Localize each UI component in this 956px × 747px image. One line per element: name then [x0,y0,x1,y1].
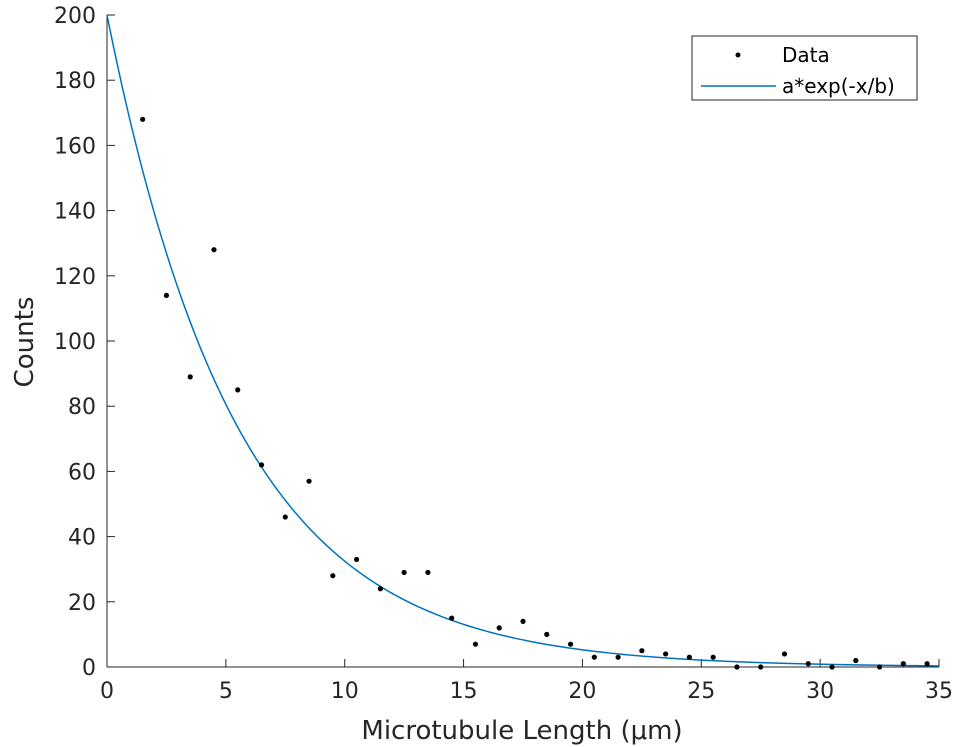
fit-curve-layer [106,14,940,667]
data-point [710,654,716,660]
data-point [377,586,383,592]
data-point [211,247,217,253]
data-point [258,462,265,468]
x-tick-label: 30 [806,679,834,704]
data-point [591,654,597,660]
legend-box [691,35,918,101]
y-tick-label: 180 [54,69,96,94]
data-point [615,654,621,660]
data-point [140,116,146,122]
data-point [187,374,193,380]
data-point [734,664,740,670]
y-tick-label: 120 [54,265,96,290]
data-points-layer [140,116,930,670]
data-point [805,661,811,667]
x-tick-label: 15 [450,679,478,704]
y-tick-label: 100 [54,330,96,355]
y-tick-label: 80 [68,395,96,420]
data-point [663,651,669,657]
y-axis-label: Counts [10,297,40,388]
y-tick-label: 140 [54,200,96,225]
y-tick-label: 160 [54,134,96,159]
axes: 0 5 10 15 20 25 30 35 0 20 40 60 80 100 120 140 160 180 20… [54,4,953,704]
data-point [520,618,526,624]
data-point [639,648,645,654]
data-point [472,641,479,647]
legend-marker-data [735,52,741,58]
legend-label-fit: a*exp(-x/b) [782,74,895,98]
data-point [781,651,788,657]
x-tick-label: 25 [687,679,715,704]
data-point [282,514,288,520]
data-point [306,478,312,484]
data-point [449,615,455,621]
y-tick-label: 60 [68,460,96,485]
data-point [496,625,502,631]
data-point [686,654,693,660]
x-tick-label: 5 [219,679,233,704]
x-tick-label: 10 [331,679,359,704]
x-axis-label: Microtubule Length (μm) [361,716,682,746]
data-point [758,664,764,670]
data-point [235,387,241,393]
x-tick-label: 20 [568,679,596,704]
data-point [330,573,336,579]
x-tick-label: 0 [100,679,114,704]
legend: Data a*exp(-x/b) [691,35,918,101]
fit-curve-line [106,14,940,667]
data-point [401,569,407,576]
data-point [829,664,835,670]
data-point [924,661,930,667]
data-point [853,657,859,664]
data-point [876,664,883,670]
y-tick-label: 40 [68,526,96,551]
y-tick-label: 20 [68,591,96,616]
data-point [354,556,360,563]
data-point [900,661,906,667]
data-point [425,569,431,576]
data-point [567,641,574,647]
y-tick-label: 200 [54,4,96,29]
y-tick-label: 0 [82,656,96,681]
data-point [163,292,170,298]
x-tick-label: 35 [925,679,953,704]
data-point [544,631,550,638]
legend-label-data: Data [782,43,830,67]
